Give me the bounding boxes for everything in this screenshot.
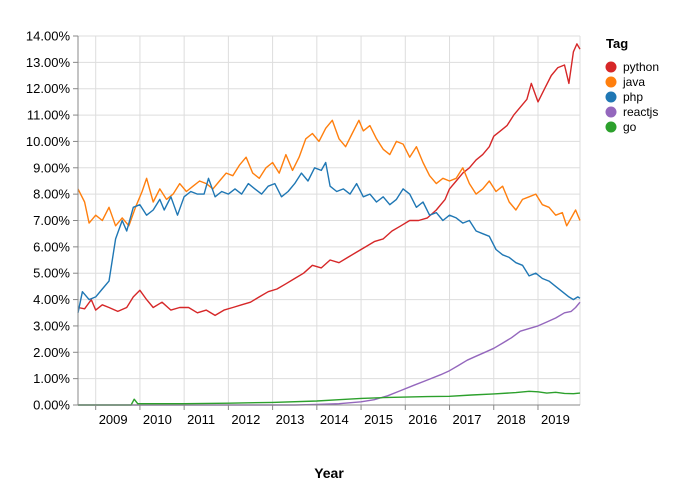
x-tick-label: 2009: [99, 412, 128, 427]
legend-swatch-go: [605, 121, 617, 133]
legend-swatch-reactjs: [605, 106, 617, 118]
y-tick-label: 9.00%: [33, 160, 70, 175]
legend-swatch-python: [605, 61, 617, 73]
series-line-php: [77, 161, 581, 313]
x-tick-label: 2017: [453, 412, 482, 427]
x-tick-label: 2018: [497, 412, 526, 427]
x-tick-label: 2012: [231, 412, 260, 427]
legend-label-go: go: [623, 120, 637, 134]
y-tick-label: 2.00%: [33, 345, 70, 360]
series-line-go: [78, 390, 581, 406]
y-tick-label: 6.00%: [33, 239, 70, 254]
gridlines: [78, 35, 581, 406]
legend-label-reactjs: reactjs: [623, 105, 658, 119]
series-line-reactjs: [78, 301, 581, 406]
x-tick-label: 2016: [408, 412, 437, 427]
x-tick-label: 2015: [364, 412, 393, 427]
series-line-python: [77, 43, 581, 317]
y-tick-label: 1.00%: [33, 371, 70, 386]
x-tick-label: 2010: [143, 412, 172, 427]
y-tick-label: 7.00%: [33, 213, 70, 228]
y-tick-label: 14.00%: [26, 29, 71, 44]
y-tick-label: 13.00%: [26, 55, 71, 70]
x-axis-title: Year: [314, 465, 344, 481]
x-tick-label: 2019: [541, 412, 570, 427]
y-tick-label: 5.00%: [33, 266, 70, 281]
legend-label-java: java: [622, 75, 645, 89]
y-tick-label: 11.00%: [27, 108, 71, 123]
legend-title: Tag: [606, 36, 628, 51]
series-lines: [77, 43, 581, 406]
x-tick-label: 2013: [276, 412, 305, 427]
legend-label-python: python: [623, 60, 659, 74]
y-tick-label: 0.00%: [33, 398, 70, 413]
y-tick-label: 10.00%: [26, 134, 71, 149]
y-tick-label: 4.00%: [33, 292, 70, 307]
y-tick-label: 3.00%: [33, 318, 70, 333]
series-line-java: [77, 119, 581, 227]
y-axis-ticks: 0.00% 1.00% 2.00% 3.00% 4.00% 5.00% 6.00% 7.00%…: [26, 29, 78, 413]
legend-swatch-java: [605, 76, 617, 88]
legend-swatch-php: [605, 91, 617, 103]
x-axis-ticks: 2009 2010 2011 2012 2013 2014 2015 2016 2017 2018…: [95, 405, 570, 427]
x-tick-label: 2011: [187, 412, 215, 427]
legend-label-php: php: [623, 90, 643, 104]
y-tick-label: 12.00%: [26, 81, 71, 96]
x-tick-label: 2014: [320, 412, 349, 427]
y-tick-label: 8.00%: [33, 187, 70, 202]
